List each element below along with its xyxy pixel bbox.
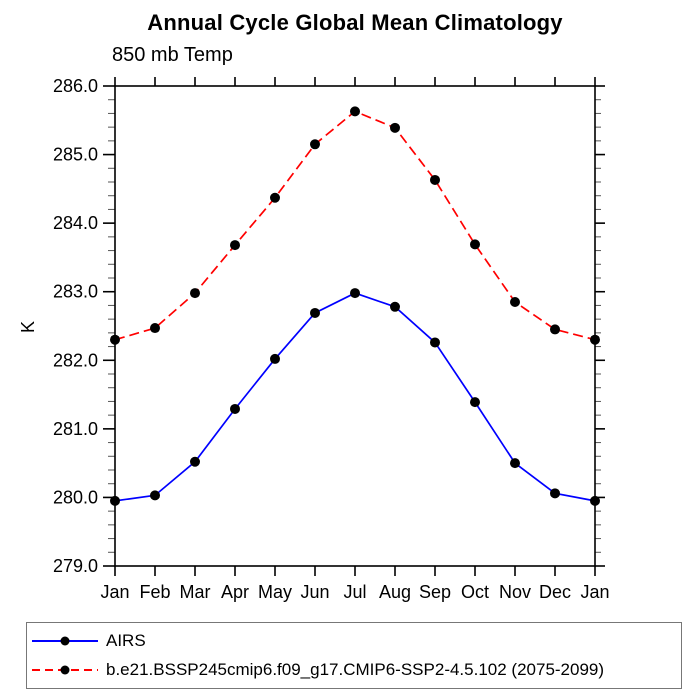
x-tick-label: Jan [100, 582, 129, 602]
data-point-marker [470, 397, 480, 408]
chart-subtitle: 850 mb Temp [112, 44, 233, 66]
data-point-marker [470, 239, 480, 250]
data-point-marker [110, 495, 120, 506]
data-point-marker [190, 288, 200, 299]
y-tick-label: 279.0 [53, 556, 98, 576]
legend-line-sample-model [32, 663, 98, 677]
data-point-marker [270, 192, 280, 203]
data-point-marker [430, 337, 440, 348]
data-point-marker [190, 456, 200, 467]
data-point-marker [230, 240, 240, 251]
x-tick-label: Jun [300, 582, 329, 602]
data-point-marker [390, 122, 400, 133]
data-point-marker [430, 174, 440, 185]
y-tick-label: 281.0 [53, 419, 98, 439]
y-tick-label: 280.0 [53, 487, 98, 507]
legend: AIRS b.e21.BSSP245cmip6.f09_g17.CMIP6-SS… [26, 622, 682, 689]
line-chart-canvas: 279.0 280.0 281.0 282.0 283.0 284.0 285.0 286.0… [53, 76, 610, 602]
x-tick-label: Mar [180, 582, 211, 602]
legend-sample-marker [60, 665, 70, 674]
x-tick-label: May [258, 582, 292, 602]
data-point-marker [230, 403, 240, 414]
data-point-marker [510, 297, 520, 307]
legend-line-sample-airs [32, 634, 98, 648]
x-tick-label: Jan [580, 582, 609, 602]
data-point-marker [550, 488, 560, 499]
data-point-marker [150, 323, 160, 334]
plot-frame [114, 85, 596, 567]
legend-sample-marker [60, 636, 70, 645]
data-point-marker [550, 324, 560, 335]
data-point-marker [350, 106, 360, 117]
x-tick-label: Sep [419, 582, 451, 602]
data-point-marker [390, 301, 400, 312]
y-tick-label: 282.0 [53, 350, 98, 370]
legend-item-model: b.e21.BSSP245cmip6.f09_g17.CMIP6-SSP2-4.… [32, 655, 677, 684]
x-tick-label: Jul [343, 582, 366, 602]
x-tick-label: Oct [461, 582, 489, 602]
data-point-marker [350, 288, 360, 299]
data-point-marker [310, 139, 320, 150]
data-point-marker [590, 334, 600, 345]
y-tick-label: 285.0 [53, 145, 98, 165]
data-point-marker [110, 334, 120, 345]
legend-label-airs: AIRS [106, 630, 146, 650]
chart-title: Annual Cycle Global Mean Climatology [147, 10, 563, 35]
data-point-marker [310, 307, 320, 318]
data-point-marker [270, 353, 280, 364]
data-point-marker [590, 495, 600, 506]
y-tick-label: 284.0 [53, 213, 98, 233]
legend-item-airs: AIRS [32, 626, 677, 655]
series-line-1 [114, 110, 596, 341]
x-tick-label: Nov [499, 582, 531, 602]
legend-label-model: b.e21.BSSP245cmip6.f09_g17.CMIP6-SSP2-4.… [106, 659, 605, 679]
x-tick-label: Feb [139, 582, 170, 602]
x-tick-label: Apr [221, 582, 249, 602]
series-line-0 [114, 292, 596, 502]
data-point-marker [150, 490, 160, 501]
x-tick-label: Dec [539, 582, 571, 602]
y-tick-label: 283.0 [53, 282, 98, 302]
data-point-marker [510, 458, 520, 469]
x-tick-label: Aug [379, 582, 411, 602]
y-tick-label: 286.0 [53, 76, 98, 96]
